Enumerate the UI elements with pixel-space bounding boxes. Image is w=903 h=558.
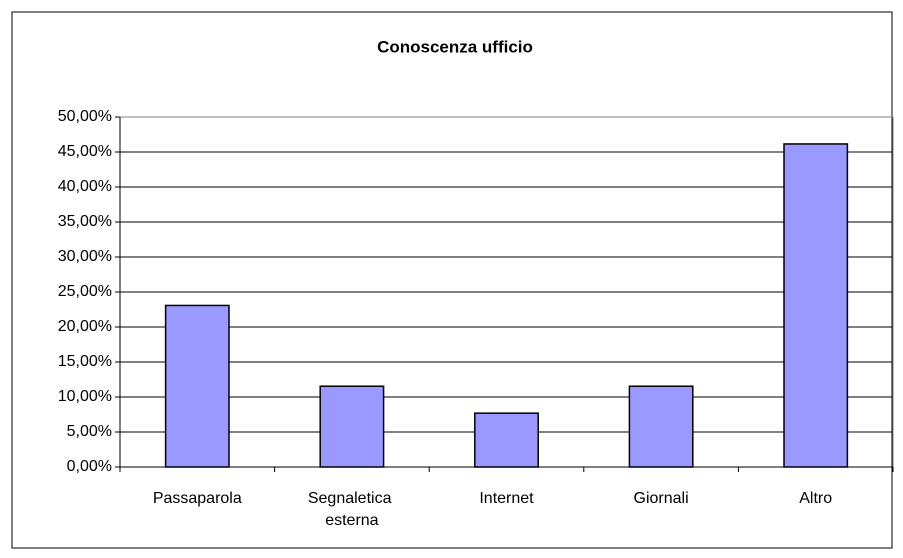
y-tick-label: 5,00%: [67, 423, 112, 440]
x-tick-label: Passaparola: [153, 490, 242, 507]
x-tick-label: Internet: [479, 490, 534, 507]
y-tick-label: 0,00%: [67, 458, 112, 475]
y-tick-label: 10,00%: [58, 388, 112, 405]
bar: [319, 385, 385, 468]
x-tick-label: Giornali: [634, 490, 689, 507]
bar: [474, 412, 539, 468]
y-tick-label: 20,00%: [58, 318, 112, 335]
chart-title: Conoscenza ufficio: [377, 37, 533, 56]
y-tick-label: 15,00%: [58, 353, 112, 370]
bar: [783, 143, 849, 468]
y-tick-label: 40,00%: [58, 178, 112, 195]
bar: [628, 385, 694, 468]
y-tick-label: 30,00%: [58, 248, 112, 265]
x-tick-label: Segnaletica esterna: [308, 490, 396, 529]
y-tick-label: 50,00%: [58, 108, 112, 125]
y-tick-label: 35,00%: [58, 213, 112, 230]
y-tick-label: 45,00%: [58, 143, 112, 160]
bar: [164, 304, 230, 468]
chart-frame: [11, 11, 893, 549]
x-tick-label: Altro: [799, 490, 832, 507]
y-tick-label: 25,00%: [58, 283, 112, 300]
